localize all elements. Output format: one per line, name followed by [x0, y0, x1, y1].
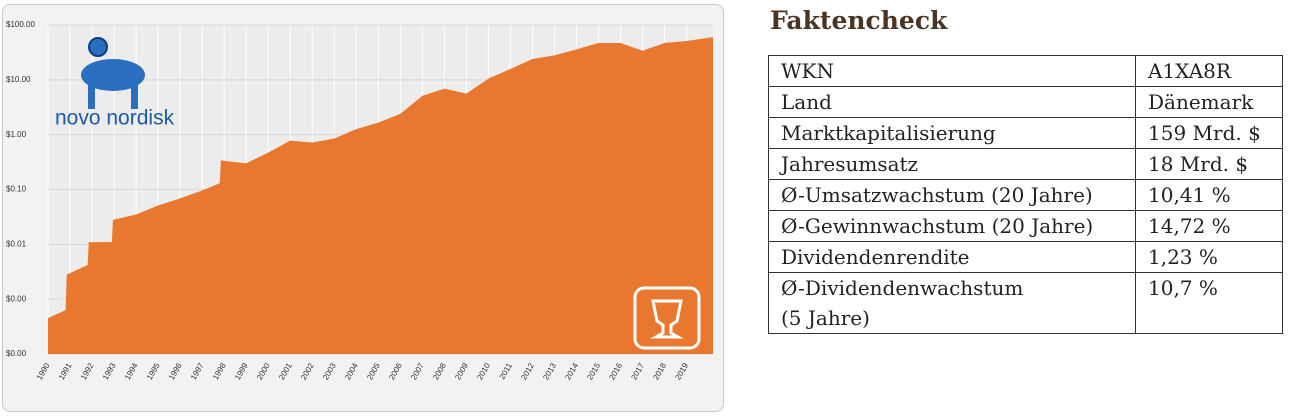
x-tick-label: 1991: [57, 361, 74, 381]
x-tick-label: 1995: [145, 361, 162, 381]
area: [48, 37, 713, 355]
x-tick-label: 2008: [431, 361, 448, 381]
x-tick-label: 2011: [498, 361, 515, 381]
value-cell: 10,7 %: [1135, 272, 1283, 334]
x-tick-label: 2010: [475, 361, 492, 381]
watermark-cup: [650, 299, 684, 339]
logo-head: [88, 37, 108, 57]
x-tick-label: 2001: [277, 361, 294, 381]
x-tick-label: 2018: [651, 361, 668, 381]
table-row: Land Dänemark: [768, 86, 1283, 118]
x-tick-label: 1996: [167, 361, 184, 381]
x-tick-label: 2014: [563, 361, 580, 381]
x-tick-label: 2015: [585, 361, 602, 381]
factcheck-table: WKN A1XA8R Land Dänemark Marktkapitalisierun…: [768, 55, 1283, 334]
chart: 1990 1991 1992 1993 1994 1995 1996 1997 1998 1999…: [6, 20, 713, 381]
x-tick-label: 2016: [607, 361, 624, 381]
x-tick-label: 2007: [409, 361, 426, 381]
table-row: Ø-Dividendenwachstum (5 Jahre) 10,7 %: [768, 272, 1283, 334]
value-cell: 14,72 %: [1135, 210, 1283, 242]
table-row: Jahresumsatz 18 Mrd. $: [768, 148, 1283, 180]
table-row: Ø-Umsatzwachstum (20 Jahre) 10,41 %: [768, 179, 1283, 211]
label-cell: Marktkapitalisierung: [768, 117, 1136, 149]
y-tick-label: $0.00: [6, 349, 27, 358]
y-tick-label: $0.01: [6, 239, 27, 248]
table-row: Marktkapitalisierung 159 Mrd. $: [768, 117, 1283, 149]
x-tick-label: 2013: [541, 361, 558, 381]
x-tick-label: 1993: [101, 361, 118, 381]
value-cell: 10,41 %: [1135, 179, 1283, 211]
watermark-icon: [633, 286, 701, 350]
chart-frame: 1990 1991 1992 1993 1994 1995 1996 1997 1998 1999…: [2, 4, 724, 412]
logo-text: novo nordisk: [55, 107, 175, 130]
value-cell: A1XA8R: [1135, 55, 1283, 87]
x-tick-label: 2002: [299, 361, 316, 381]
x-tick-label: 2009: [453, 361, 470, 381]
x-tick-label: 1997: [189, 361, 206, 381]
x-tick-label: 2005: [365, 361, 382, 381]
value-cell: 159 Mrd. $: [1135, 117, 1283, 149]
logo: novo nordisk: [55, 37, 175, 130]
table-row: Ø-Gewinnwachstum (20 Jahre) 14,72 %: [768, 210, 1283, 242]
table-row: Dividendenrendite 1,23 %: [768, 241, 1283, 273]
label-cell: Ø-Gewinnwachstum (20 Jahre): [768, 210, 1136, 242]
value-cell: 1,23 %: [1135, 241, 1283, 273]
y-tick-label: $100.00: [6, 20, 35, 29]
x-tick-label: 2003: [321, 361, 338, 381]
x-tick-label: 2006: [387, 361, 404, 381]
y-tick-label: $0.10: [6, 185, 27, 194]
value-cell: 18 Mrd. $: [1135, 148, 1283, 180]
y-tick-label: $0.00: [6, 294, 27, 303]
logo-leg: [131, 83, 138, 109]
label-cell: WKN: [768, 55, 1136, 87]
label-cell: Ø-Dividendenwachstum (5 Jahre): [768, 272, 1136, 334]
label-cell: Dividendenrendite: [768, 241, 1136, 273]
y-tick-label: $1.00: [6, 130, 27, 139]
label-cell: Jahresumsatz: [768, 148, 1136, 180]
factcheck-title: Faktencheck: [770, 6, 948, 35]
logo-leg: [88, 83, 95, 109]
x-tick-label: 1994: [123, 361, 140, 381]
x-tick-label: 2000: [255, 361, 272, 381]
label-cell: Ø-Umsatzwachstum (20 Jahre): [768, 179, 1136, 211]
logo-bull: [81, 59, 145, 91]
y-tick-label: $10.00: [6, 75, 31, 84]
x-tick-label: 2017: [629, 361, 646, 381]
x-tick-label: 1990: [35, 361, 52, 381]
x-tick-label: 2004: [343, 361, 360, 381]
x-tick-label: 1992: [79, 361, 96, 381]
label-cell: Land: [768, 86, 1136, 118]
x-tick-label: 1998: [211, 361, 228, 381]
value-cell: Dänemark: [1135, 86, 1283, 118]
x-tick-label: 2019: [673, 361, 690, 381]
x-tick-label: 1999: [233, 361, 250, 381]
x-tick-label: 2012: [519, 361, 536, 381]
table-row: WKN A1XA8R: [768, 55, 1283, 87]
